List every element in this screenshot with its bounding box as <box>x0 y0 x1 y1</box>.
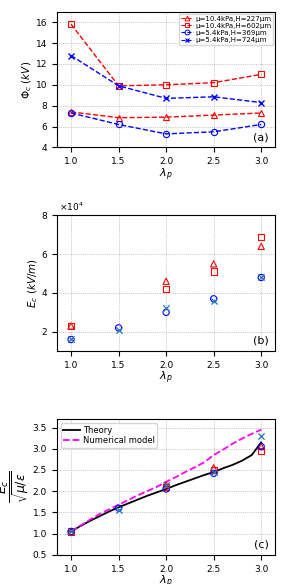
Point <box>69 335 73 344</box>
Point <box>164 480 168 489</box>
X-axis label: $\lambda_p$: $\lambda_p$ <box>159 573 173 584</box>
Text: (a): (a) <box>253 132 269 142</box>
Point <box>116 503 121 513</box>
Point <box>69 527 73 536</box>
Numerical model <box>117 501 120 508</box>
Text: (b): (b) <box>253 336 269 346</box>
Numerical model <box>69 528 73 535</box>
Theory <box>260 439 263 446</box>
Y-axis label: $E_c\ (kV/m)$: $E_c\ (kV/m)$ <box>26 258 40 308</box>
X-axis label: $\lambda_p$: $\lambda_p$ <box>159 166 173 183</box>
Text: $\times10^4$: $\times10^4$ <box>59 200 84 213</box>
Point <box>69 335 73 344</box>
Point <box>211 469 216 478</box>
Theory <box>193 475 196 482</box>
Point <box>259 273 264 282</box>
Y-axis label: $\Phi_c\ (kV)$: $\Phi_c\ (kV)$ <box>20 61 34 99</box>
Numerical model <box>231 440 234 447</box>
Numerical model <box>136 492 139 499</box>
Theory <box>202 471 206 478</box>
Point <box>69 321 73 331</box>
Theory <box>98 513 101 520</box>
Theory <box>69 528 73 535</box>
Numerical model <box>193 464 196 471</box>
Theory <box>164 485 168 492</box>
Numerical model <box>88 516 92 523</box>
Theory <box>212 468 215 475</box>
Point <box>69 527 73 536</box>
Theory <box>136 496 139 503</box>
Point <box>69 527 73 536</box>
Theory <box>126 500 130 507</box>
Theory <box>117 504 120 511</box>
Theory <box>155 489 158 496</box>
Numerical model <box>183 468 187 475</box>
Y-axis label: $\dfrac{E_c}{\sqrt{\mu/\varepsilon}}$: $\dfrac{E_c}{\sqrt{\mu/\varepsilon}}$ <box>0 471 31 503</box>
Numerical model <box>126 496 130 503</box>
Point <box>259 273 264 282</box>
Theory <box>88 517 92 524</box>
Legend: μ=10.4kPa,H=227μm, μ=10.4kPa,H=602μm, μ=5.4kPa,H=369μm, μ=5.4kPa,H=724μm: μ=10.4kPa,H=227μm, μ=10.4kPa,H=602μm, μ=… <box>179 14 273 45</box>
Point <box>164 484 168 493</box>
Point <box>164 480 168 489</box>
Point <box>116 506 121 515</box>
Numerical model <box>212 451 215 458</box>
Point <box>164 304 168 313</box>
Point <box>259 446 264 456</box>
Point <box>211 294 216 304</box>
Numerical model <box>164 478 168 485</box>
Text: (c): (c) <box>254 540 269 550</box>
Line: Theory: Theory <box>71 442 261 531</box>
Point <box>164 308 168 317</box>
Point <box>69 321 73 331</box>
Point <box>116 323 121 332</box>
Point <box>211 463 216 472</box>
Numerical model <box>241 435 244 442</box>
Point <box>259 432 264 441</box>
Line: Numerical model: Numerical model <box>71 430 261 531</box>
Point <box>164 482 168 492</box>
Theory <box>241 457 244 464</box>
Theory <box>145 492 149 499</box>
Theory <box>107 508 111 515</box>
Point <box>69 527 73 536</box>
Point <box>211 267 216 276</box>
Theory <box>183 478 187 485</box>
Numerical model <box>107 506 111 513</box>
Theory <box>79 523 82 530</box>
Theory <box>222 465 225 472</box>
Point <box>211 296 216 305</box>
Numerical model <box>260 426 263 433</box>
Point <box>259 442 264 451</box>
Point <box>116 325 121 335</box>
Point <box>164 284 168 294</box>
Point <box>259 232 264 241</box>
Numerical model <box>145 488 149 495</box>
Numerical model <box>202 459 206 466</box>
Theory <box>250 451 253 458</box>
Point <box>211 259 216 269</box>
Point <box>259 442 264 451</box>
Numerical model <box>250 430 253 437</box>
X-axis label: $\lambda_p$: $\lambda_p$ <box>159 370 173 386</box>
Point <box>164 277 168 286</box>
Point <box>259 242 264 251</box>
Numerical model <box>98 510 101 517</box>
Numerical model <box>155 484 158 491</box>
Theory <box>231 461 234 468</box>
Point <box>211 467 216 477</box>
Theory <box>174 482 177 489</box>
Numerical model <box>222 446 225 453</box>
Point <box>211 465 216 475</box>
Numerical model <box>174 474 177 481</box>
Numerical model <box>79 522 82 529</box>
Legend: Theory, Numerical model: Theory, Numerical model <box>61 423 157 448</box>
